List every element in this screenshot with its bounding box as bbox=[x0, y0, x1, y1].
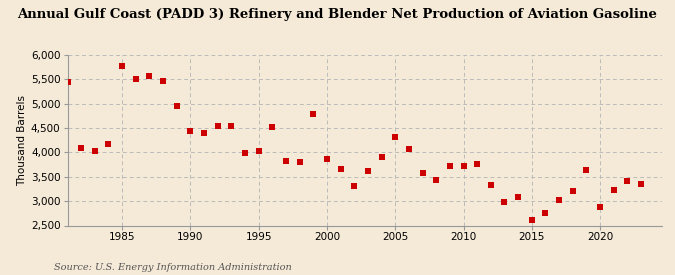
Point bbox=[458, 164, 469, 168]
Point bbox=[636, 182, 647, 186]
Point bbox=[595, 205, 605, 209]
Text: Source: U.S. Energy Information Administration: Source: U.S. Energy Information Administ… bbox=[54, 263, 292, 272]
Point bbox=[540, 211, 551, 215]
Point bbox=[240, 151, 250, 155]
Point bbox=[554, 198, 564, 202]
Point bbox=[198, 131, 209, 136]
Point bbox=[472, 161, 483, 166]
Point bbox=[213, 124, 223, 128]
Point bbox=[568, 189, 578, 193]
Point bbox=[144, 74, 155, 78]
Point bbox=[376, 155, 387, 160]
Point bbox=[431, 178, 441, 182]
Point bbox=[281, 158, 292, 163]
Point bbox=[294, 160, 305, 164]
Point bbox=[89, 149, 100, 153]
Point bbox=[417, 171, 428, 175]
Point bbox=[608, 188, 619, 192]
Point bbox=[349, 184, 360, 188]
Point bbox=[62, 79, 73, 84]
Point bbox=[404, 146, 414, 151]
Point bbox=[76, 145, 86, 150]
Point bbox=[171, 104, 182, 108]
Y-axis label: Thousand Barrels: Thousand Barrels bbox=[17, 95, 27, 186]
Point bbox=[622, 178, 632, 183]
Point bbox=[499, 199, 510, 204]
Point bbox=[308, 112, 319, 116]
Point bbox=[444, 163, 455, 168]
Point bbox=[581, 168, 592, 172]
Point bbox=[335, 167, 346, 171]
Point bbox=[485, 183, 496, 187]
Point bbox=[362, 169, 373, 173]
Point bbox=[253, 149, 264, 154]
Point bbox=[513, 195, 524, 199]
Point bbox=[158, 79, 169, 84]
Point bbox=[390, 135, 401, 139]
Point bbox=[130, 77, 141, 82]
Point bbox=[267, 125, 277, 129]
Point bbox=[526, 218, 537, 222]
Point bbox=[103, 142, 114, 146]
Point bbox=[117, 64, 128, 68]
Text: Annual Gulf Coast (PADD 3) Refinery and Blender Net Production of Aviation Gasol: Annual Gulf Coast (PADD 3) Refinery and … bbox=[18, 8, 657, 21]
Point bbox=[321, 156, 332, 161]
Point bbox=[226, 124, 237, 128]
Point bbox=[185, 129, 196, 134]
